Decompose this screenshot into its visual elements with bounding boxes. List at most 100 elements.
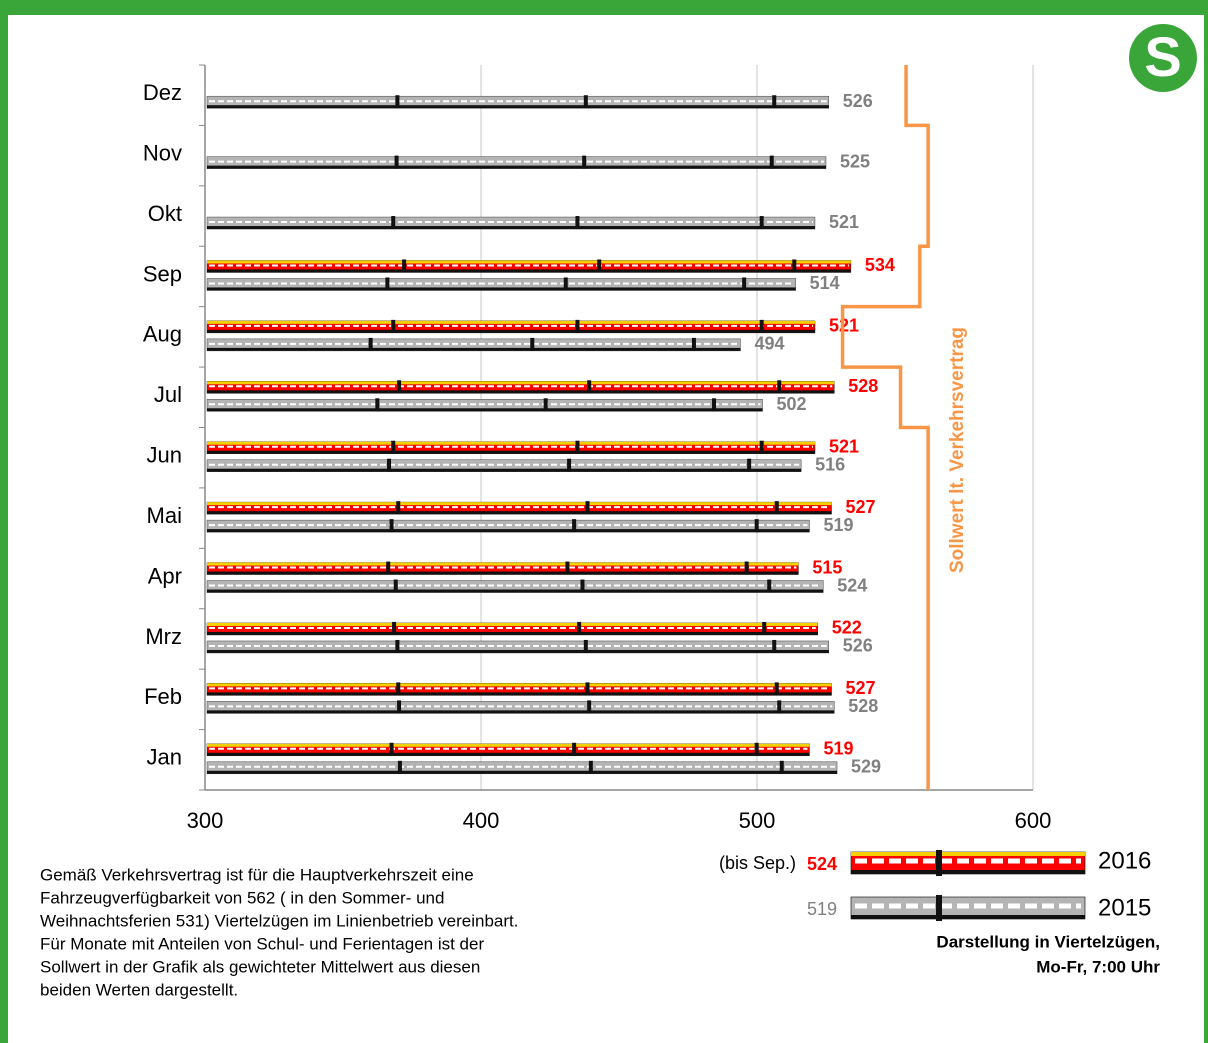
bar-stripe <box>207 441 815 445</box>
bar-coupler <box>772 639 777 653</box>
footnote-line: beiden Werten dargestellt. <box>40 980 238 999</box>
bar-base <box>207 269 851 273</box>
bar-coupler <box>575 216 580 230</box>
bar-coupler <box>583 95 588 109</box>
bar-coupler <box>777 700 782 714</box>
bar-coupler <box>575 319 580 333</box>
footnote-line: Für Monate mit Anteilen von Schul- und F… <box>40 934 484 953</box>
bar-coupler <box>759 216 764 230</box>
value-label: 522 <box>832 618 862 638</box>
bar-coupler <box>774 682 779 696</box>
bar-coupler <box>563 277 568 291</box>
bar-base <box>207 571 799 575</box>
bar-coupler <box>396 682 401 696</box>
bar-coupler <box>691 337 696 351</box>
legend-base <box>851 870 1085 874</box>
bar-coupler <box>747 458 752 472</box>
bar-base <box>207 450 815 454</box>
logo-circle <box>1129 24 1197 92</box>
value-label: 521 <box>829 212 859 232</box>
value-label: 524 <box>837 575 867 595</box>
legend-average: 524 <box>807 854 837 874</box>
value-label: 502 <box>777 394 807 414</box>
footnote-line: Sollwert in der Grafik als gewichteter M… <box>40 957 480 976</box>
x-tick-label: 300 <box>187 808 224 833</box>
y-tick-label: Apr <box>148 563 182 588</box>
footnote-line: Fahrzeugverfügbarkeit von 562 ( in den S… <box>40 888 444 907</box>
legend-coupler <box>936 850 942 876</box>
bar-coupler <box>580 579 585 593</box>
target-line <box>840 65 930 790</box>
bar-base <box>207 347 741 351</box>
bar-coupler <box>368 337 373 351</box>
bar-coupler <box>385 277 390 291</box>
bar-coupler <box>391 440 396 454</box>
bar-stripe <box>207 622 818 626</box>
bar-base <box>207 165 826 169</box>
bar-coupler <box>375 398 380 412</box>
value-label: 526 <box>843 91 873 111</box>
bar-coupler <box>397 700 402 714</box>
bar-base <box>207 589 824 593</box>
y-tick-label: Jan <box>147 745 182 770</box>
bar-base <box>207 511 832 515</box>
bar-base <box>207 408 763 412</box>
bar-coupler <box>391 216 396 230</box>
y-tick-label: Nov <box>143 140 182 165</box>
legend-base <box>851 915 1085 919</box>
legend-stripe <box>851 852 1085 856</box>
value-label: 528 <box>848 696 878 716</box>
y-tick-label: Okt <box>148 201 182 226</box>
footnote-line: Gemäß Verkehrsvertrag ist für die Hauptv… <box>40 865 474 884</box>
y-tick-label: Feb <box>144 684 182 709</box>
bar-coupler <box>588 760 593 774</box>
value-label: 534 <box>865 255 895 275</box>
bar-coupler <box>565 561 570 575</box>
bar-coupler <box>759 319 764 333</box>
y-tick-label: Jun <box>147 443 182 468</box>
bar-base <box>207 710 835 714</box>
y-tick-label: Sep <box>143 261 182 286</box>
bar-coupler <box>387 458 392 472</box>
bar-coupler <box>577 621 582 635</box>
bar-coupler <box>389 519 394 533</box>
legend-caption: Darstellung in Viertelzügen, <box>936 932 1160 951</box>
y-tick-label: Jul <box>154 382 182 407</box>
bar-base <box>207 329 815 333</box>
legend-caption: Mo-Fr, 7:00 Uhr <box>1036 957 1160 976</box>
bar-coupler <box>777 380 782 394</box>
legend-note: (bis Sep.) <box>719 853 796 873</box>
bar-coupler <box>597 259 602 273</box>
bar-coupler <box>754 742 759 756</box>
bar-coupler <box>587 700 592 714</box>
value-label: 519 <box>823 515 853 535</box>
value-label: 514 <box>810 273 840 293</box>
bar-coupler <box>774 501 779 515</box>
value-label: 525 <box>840 151 870 171</box>
value-label: 528 <box>848 376 878 396</box>
footnote-line: Weihnachtsferien 531) Viertelzügen im Li… <box>40 911 518 930</box>
bar-coupler <box>395 95 400 109</box>
value-label: 515 <box>812 557 842 577</box>
value-label: 519 <box>823 739 853 759</box>
bar-coupler <box>772 95 777 109</box>
bar-base <box>207 105 829 109</box>
value-label: 527 <box>846 678 876 698</box>
bar-coupler <box>585 682 590 696</box>
bar-base <box>207 631 818 635</box>
bar-base <box>207 752 810 756</box>
bar-coupler <box>767 579 772 593</box>
bar-coupler <box>543 398 548 412</box>
bar-coupler <box>575 440 580 454</box>
bar-stripe <box>207 260 851 264</box>
bar-coupler <box>769 155 774 169</box>
bar-coupler <box>397 380 402 394</box>
bar-base <box>207 649 829 653</box>
bar-coupler <box>742 277 747 291</box>
value-label: 521 <box>829 436 859 456</box>
bar-coupler <box>779 760 784 774</box>
bar-coupler <box>582 155 587 169</box>
bar-coupler <box>585 501 590 515</box>
